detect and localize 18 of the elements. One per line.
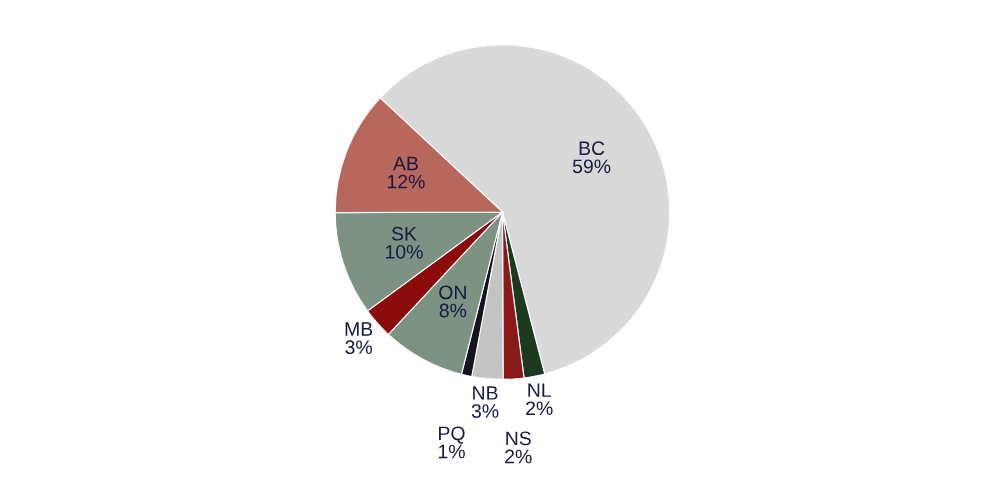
slice-label: NB: [473, 386, 498, 400]
data-label: 2%: [526, 401, 553, 416]
data-label: 59%: [572, 159, 611, 174]
slice-label: NL: [528, 383, 551, 397]
data-label: 1%: [438, 444, 465, 459]
slice-label: NS: [506, 431, 531, 446]
slice-label: ON: [439, 285, 466, 300]
slice-label: BC: [579, 141, 605, 156]
slice-label: PQ: [439, 426, 465, 444]
slice-label: SK: [391, 226, 417, 241]
slice-label: MB: [345, 322, 373, 336]
data-label: 3%: [471, 404, 499, 418]
data-label: 3%: [345, 340, 372, 355]
data-label: 12%: [387, 174, 425, 189]
slice-label: AB: [392, 156, 418, 171]
data-label: 10%: [385, 244, 423, 259]
data-label: 8%: [439, 303, 467, 318]
data-label: 2%: [505, 449, 532, 464]
